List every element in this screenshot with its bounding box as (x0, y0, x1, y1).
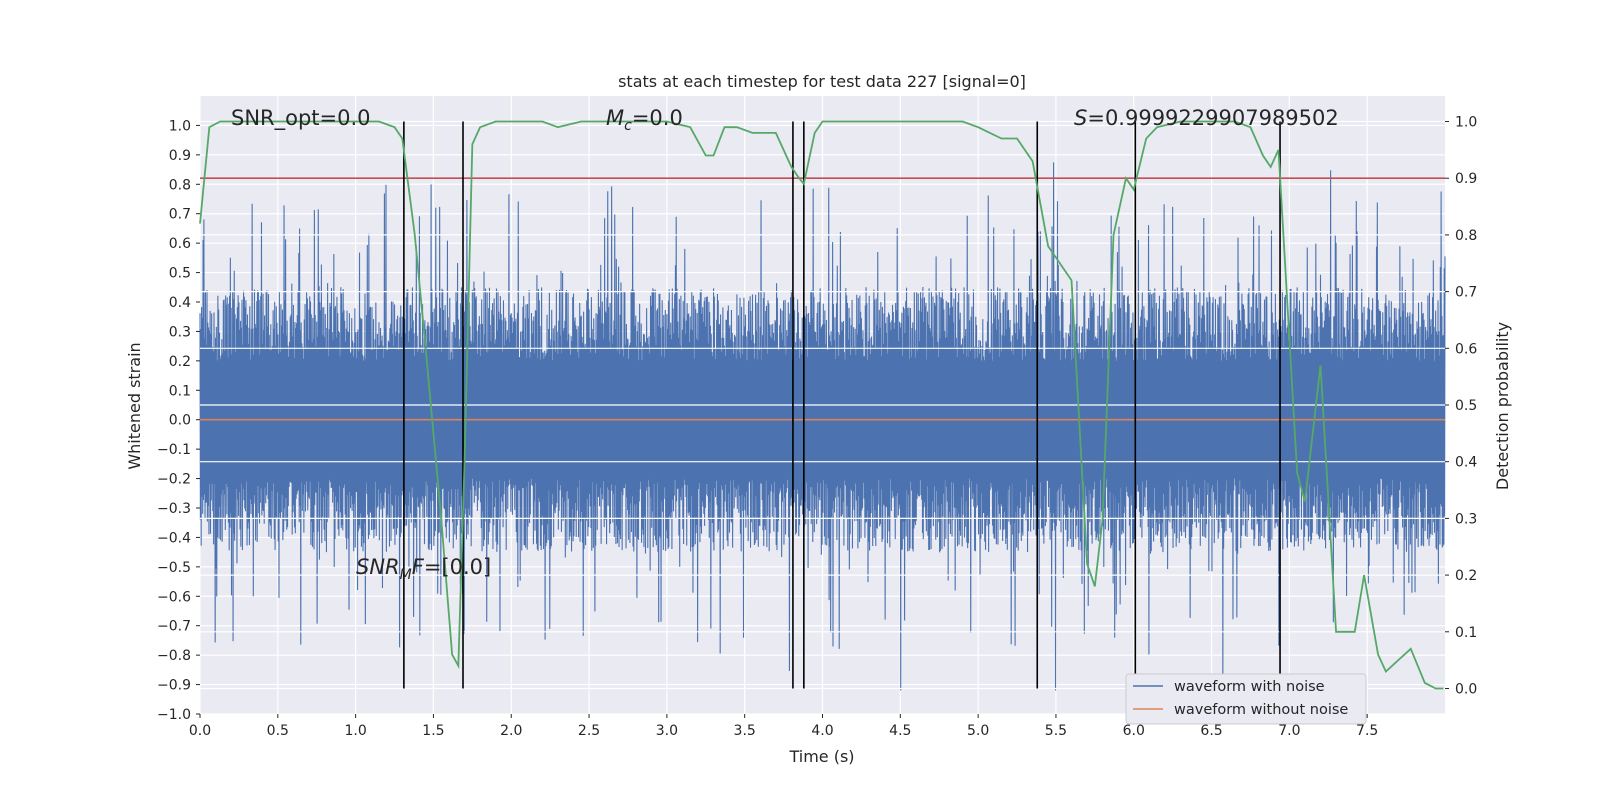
y-tick-label-left: −0.8 (157, 648, 191, 664)
x-tick-label: 7.0 (1278, 723, 1300, 739)
snr-mf-f: F (412, 555, 425, 579)
s-symbol: S (1074, 106, 1087, 130)
chirp-mass-subscript: c (624, 118, 632, 134)
x-tick-label: 5.0 (967, 723, 989, 739)
snr-mf-value: =[0.0] (424, 555, 491, 579)
legend-label-noisy: waveform with noise (1174, 679, 1325, 695)
y-tick-label-right: 0.1 (1455, 625, 1477, 641)
y-tick-label-left: −0.5 (157, 560, 191, 576)
snr-mf-symbol: SNR (356, 555, 400, 579)
y-tick-label-right: 0.3 (1455, 511, 1477, 527)
y-tick-label-left: −0.6 (157, 589, 191, 605)
snr-mf-subscript: M (400, 567, 412, 583)
x-tick-label: 3.5 (734, 723, 756, 739)
snr-opt-annotation: SNR_opt=0.0 (231, 106, 371, 131)
y-tick-label-right: 0.6 (1455, 341, 1477, 357)
x-tick-label: 0.5 (267, 723, 289, 739)
legend-box (1125, 673, 1367, 725)
y-tick-label-left: −0.7 (157, 619, 191, 635)
s-annotation: S=0.9999229907989502 (1074, 106, 1339, 130)
y-tick-label-left: 0.8 (169, 177, 191, 193)
y-tick-label-right: 0.4 (1455, 455, 1477, 471)
y-axis-label-left: Whitened strain (125, 342, 144, 469)
x-tick-label: 3.0 (656, 723, 678, 739)
chirp-mass-symbol: M (606, 106, 624, 130)
chirp-mass-value: =0.0 (632, 106, 683, 130)
y-tick-label-right: 1.0 (1455, 115, 1477, 131)
y-tick-label-left: 1.0 (169, 118, 191, 134)
chirp-mass-annotation: Mc=0.0 (606, 106, 683, 134)
noisy-waveform-line (199, 162, 1446, 691)
y-tick-label-left: 0.4 (169, 295, 191, 311)
y-tick-label-left: −0.1 (157, 442, 191, 458)
y-tick-label-left: 0.6 (169, 236, 191, 252)
detection-probability-line (199, 120, 1444, 690)
x-tick-label: 1.5 (422, 723, 444, 739)
y-tick-label-left: 0.5 (169, 266, 191, 282)
axis-ticks: 0.0 0.5 1.0 1.5 2.0 2.5 3.0 3.5 4.0 4.5 5.0 5.5 6.0 6… (157, 115, 1477, 739)
y-tick-label-left: −0.2 (157, 472, 191, 488)
x-tick-label: 0.0 (189, 723, 211, 739)
snr-mf-annotation: SNRMF=[0.0] (356, 555, 491, 583)
chart-title: stats at each timestep for test data 227… (618, 72, 1026, 91)
y-axis-label-right: Detection probability (1493, 322, 1512, 490)
y-tick-label-left: −0.4 (157, 530, 191, 546)
legend-label-clean: waveform without noise (1174, 702, 1348, 718)
x-tick-label: 4.0 (811, 723, 833, 739)
overlay-lines (199, 120, 1445, 690)
x-tick-label: 4.5 (889, 723, 911, 739)
x-tick-label: 6.5 (1200, 723, 1222, 739)
s-value: =0.9999229907989502 (1087, 106, 1338, 130)
y-tick-label-right: 0.0 (1455, 681, 1477, 697)
x-tick-label: 7.5 (1356, 723, 1378, 739)
x-tick-label: 5.5 (1045, 723, 1067, 739)
x-tick-label: 6.0 (1123, 723, 1145, 739)
x-tick-label: 1.0 (344, 723, 366, 739)
x-tick-label: 2.5 (578, 723, 600, 739)
y-tick-label-left: −0.3 (157, 501, 191, 517)
x-tick-label: 2.0 (500, 723, 522, 739)
right-axis-grid-lines (200, 120, 1445, 690)
y-tick-label-left: 0.2 (169, 354, 191, 370)
y-tick-label-left: 0.3 (169, 324, 191, 340)
y-tick-label-right: 0.5 (1455, 398, 1477, 414)
legend: waveform with noise waveform without noi… (1125, 673, 1367, 725)
y-tick-label-left: −1.0 (157, 707, 191, 723)
y-tick-label-left: 0.1 (169, 383, 191, 399)
y-tick-label-right: 0.9 (1455, 171, 1477, 187)
y-tick-label-right: 0.2 (1455, 568, 1477, 584)
y-tick-label-left: 0.9 (169, 148, 191, 164)
waveform-with-noise (199, 162, 1446, 691)
x-axis-label: Time (s) (788, 747, 854, 766)
y-tick-label-left: 0.0 (169, 413, 191, 429)
y-tick-label-right: 0.7 (1455, 285, 1477, 301)
y-tick-label-left: −0.9 (157, 678, 191, 694)
y-tick-label-left: 0.7 (169, 207, 191, 223)
y-tick-label-right: 0.8 (1455, 228, 1477, 244)
